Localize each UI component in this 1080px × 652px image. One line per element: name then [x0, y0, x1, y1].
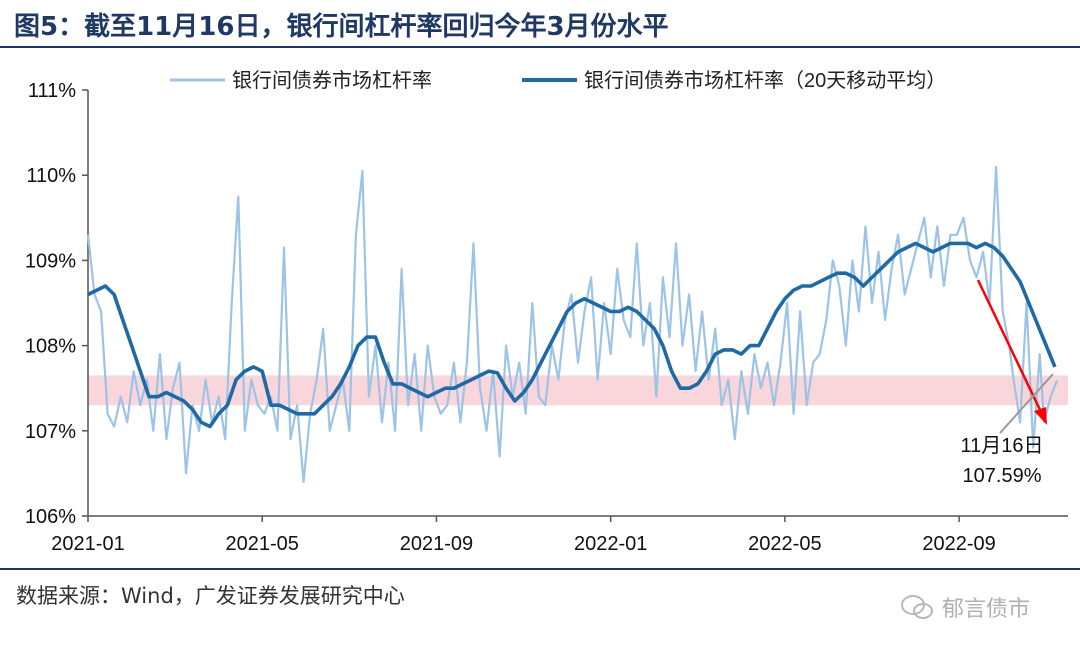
- y-tick-label: 106%: [25, 506, 76, 528]
- red-arrow-head: [1034, 407, 1047, 425]
- x-tick-label: 2022-01: [574, 533, 647, 555]
- red-arrow: [976, 279, 1044, 415]
- legend-label-avg: 银行间债券市场杠杆率（20天移动平均）: [584, 69, 946, 92]
- chart-legend: 银行间债券市场杠杆率 银行间债券市场杠杆率（20天移动平均）: [170, 69, 946, 92]
- series-line-avg: [87, 241, 1057, 429]
- leverage-chart: 106% 107% 108% 109% 110% 111% 2021-01 2021-05 20…: [25, 69, 1068, 555]
- y-tick-label: 111%: [28, 80, 76, 102]
- y-tick-label: 110%: [26, 165, 76, 187]
- footer-rule: [0, 568, 1080, 570]
- series-line-raw: [86, 165, 1059, 483]
- x-tick-label: 2022-05: [748, 533, 821, 555]
- annotation-date: 11月16日: [960, 435, 1043, 457]
- watermark-text: 郁言债市: [942, 597, 1031, 622]
- annotation-value: 107.59%: [963, 465, 1042, 487]
- chart-series: [86, 165, 1059, 483]
- title-bar: 图5：截至11月16日，银行间杠杆率回归今年3月份水平: [0, 0, 1080, 46]
- title-rule: [0, 46, 1080, 48]
- chart-axes: 106% 107% 108% 109% 110% 111% 2021-01 2021-05 20…: [25, 80, 1068, 555]
- page-title: 图5：截至11月16日，银行间杠杆率回归今年3月份水平: [14, 12, 669, 42]
- y-tick-label: 109%: [25, 250, 76, 272]
- wechat-icon: [901, 595, 933, 619]
- x-tick-label: 2022-09: [922, 533, 995, 555]
- y-tick-label: 107%: [25, 421, 76, 443]
- annotation-pointer: [999, 373, 1054, 434]
- chart-annotations: 11月16日 107.59%: [960, 279, 1054, 487]
- x-tick-label: 2021-09: [400, 533, 473, 555]
- source-note: 数据来源：Wind，广发证券发展研究中心: [16, 584, 405, 608]
- watermark: 郁言债市: [900, 590, 1030, 624]
- y-tick-label: 108%: [25, 336, 76, 358]
- x-tick-label: 2021-05: [226, 533, 299, 555]
- legend-label-raw: 银行间债券市场杠杆率: [232, 69, 432, 92]
- x-tick-label: 2021-01: [51, 533, 124, 555]
